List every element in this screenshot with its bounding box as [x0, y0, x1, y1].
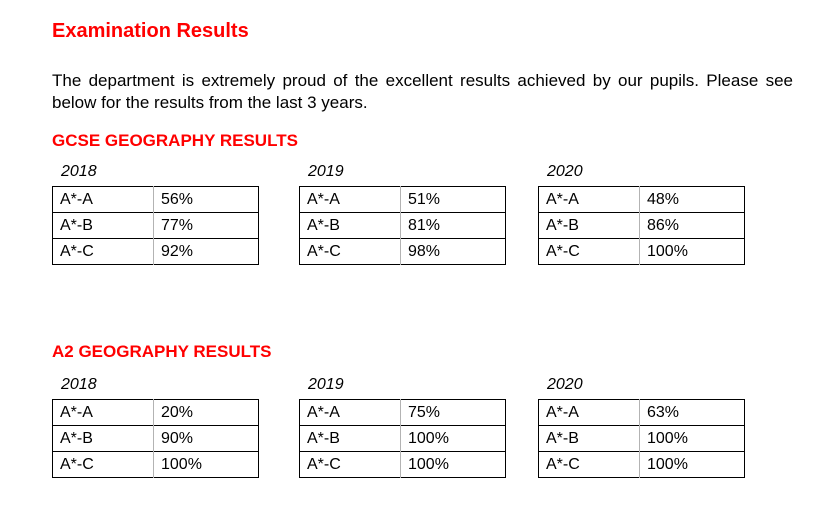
- year-label: 2020: [547, 163, 583, 180]
- grade-cell: A*-B: [60, 216, 93, 234]
- value-cell: 100%: [400, 425, 506, 452]
- year-label: 2018: [61, 376, 97, 393]
- a2-2020-table-group: 2020 A*-A 63% A*-B 100% A*-C 100%: [538, 376, 745, 478]
- grade-cell: A*-A: [307, 403, 340, 421]
- grade-cell: A*-B: [307, 216, 340, 234]
- grade-cell: A*-B: [546, 216, 579, 234]
- gcse-2018-table-group: 2018 A*-A 56% A*-B 77% A*-C 92%: [52, 163, 259, 265]
- year-label: 2019: [308, 376, 344, 393]
- table-row: A*-A 20%: [53, 399, 259, 426]
- value-cell: 100%: [400, 451, 506, 478]
- table-row: A*-B 100%: [538, 425, 745, 452]
- grade-cell: A*-B: [546, 429, 579, 447]
- table-row: A*-B 90%: [52, 425, 259, 452]
- gcse-2020-table-group: 2020 A*-A 48% A*-B 86% A*-C 100%: [538, 163, 745, 265]
- table-row: A*-C 100%: [52, 451, 259, 478]
- a2-2019-table-group: 2019 A*-A 75% A*-B 100% A*-C 100%: [299, 376, 506, 478]
- table-row: A*-C 92%: [52, 238, 259, 265]
- year-label: 2020: [547, 376, 583, 393]
- grade-cell: A*-C: [546, 455, 580, 473]
- table-row: A*-A 51%: [300, 186, 506, 213]
- value-cell: 51%: [400, 186, 506, 213]
- table-row: A*-C 100%: [299, 451, 506, 478]
- grade-cell: A*-B: [60, 429, 93, 447]
- table-row: A*-B 81%: [299, 212, 506, 239]
- intro-paragraph: The department is extremely proud of the…: [52, 71, 793, 112]
- table-row: A*-C 100%: [538, 238, 745, 265]
- grade-cell: A*-A: [307, 190, 340, 208]
- table-row: A*-A 75%: [300, 399, 506, 426]
- value-cell: 20%: [153, 399, 259, 426]
- grade-cell: A*-A: [60, 403, 93, 421]
- grade-cell: A*-A: [60, 190, 93, 208]
- value-cell: 77%: [153, 212, 259, 239]
- grade-cell: A*-C: [307, 455, 341, 473]
- value-cell: 63%: [639, 399, 745, 426]
- value-cell: 100%: [153, 451, 259, 478]
- section-heading-gcse: GCSE GEOGRAPHY RESULTS: [52, 131, 298, 151]
- year-label: 2018: [61, 163, 97, 180]
- value-cell: 75%: [400, 399, 506, 426]
- gcse-2019-table-group: 2019 A*-A 51% A*-B 81% A*-C 98%: [299, 163, 506, 265]
- grade-cell: A*-A: [546, 403, 579, 421]
- table-row: A*-A 48%: [539, 186, 745, 213]
- value-cell: 86%: [639, 212, 745, 239]
- gcse-tables-row: 2018 A*-A 56% A*-B 77% A*-C 92% 2019: [52, 163, 793, 271]
- a2-2018-table-group: 2018 A*-A 20% A*-B 90% A*-C 100%: [52, 376, 259, 478]
- value-cell: 81%: [400, 212, 506, 239]
- results-table-gcse-2018: A*-A 56% A*-B 77% A*-C 92%: [52, 186, 259, 265]
- table-row: A*-A 63%: [539, 399, 745, 426]
- results-table-gcse-2019: A*-A 51% A*-B 81% A*-C 98%: [299, 186, 506, 265]
- table-row: A*-B 77%: [52, 212, 259, 239]
- grade-cell: A*-A: [546, 190, 579, 208]
- results-table-gcse-2020: A*-A 48% A*-B 86% A*-C 100%: [538, 186, 745, 265]
- results-table-a2-2018: A*-A 20% A*-B 90% A*-C 100%: [52, 399, 259, 478]
- value-cell: 100%: [639, 425, 745, 452]
- value-cell: 48%: [639, 186, 745, 213]
- grade-cell: A*-C: [307, 242, 341, 260]
- results-table-a2-2020: A*-A 63% A*-B 100% A*-C 100%: [538, 399, 745, 478]
- value-cell: 90%: [153, 425, 259, 452]
- grade-cell: A*-C: [546, 242, 580, 260]
- section-heading-a2: A2 GEOGRAPHY RESULTS: [52, 342, 272, 362]
- table-row: A*-C 98%: [299, 238, 506, 265]
- grade-cell: A*-C: [60, 242, 94, 260]
- grade-cell: A*-B: [307, 429, 340, 447]
- results-table-a2-2019: A*-A 75% A*-B 100% A*-C 100%: [299, 399, 506, 478]
- table-row: A*-A 56%: [53, 186, 259, 213]
- table-row: A*-C 100%: [538, 451, 745, 478]
- year-label: 2019: [308, 163, 344, 180]
- value-cell: 100%: [639, 238, 745, 265]
- value-cell: 56%: [153, 186, 259, 213]
- value-cell: 100%: [639, 451, 745, 478]
- value-cell: 98%: [400, 238, 506, 265]
- page-title: Examination Results: [52, 20, 249, 43]
- table-row: A*-B 86%: [538, 212, 745, 239]
- a2-tables-row: 2018 A*-A 20% A*-B 90% A*-C 100% 2019: [52, 376, 793, 484]
- value-cell: 92%: [153, 238, 259, 265]
- grade-cell: A*-C: [60, 455, 94, 473]
- table-row: A*-B 100%: [299, 425, 506, 452]
